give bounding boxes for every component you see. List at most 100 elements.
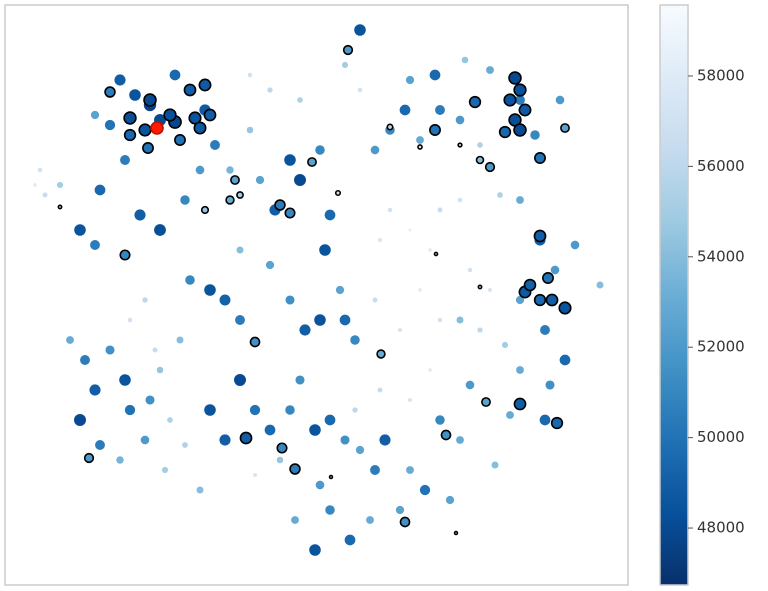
scatter-point bbox=[33, 183, 37, 187]
scatter-point bbox=[324, 414, 336, 426]
scatter-point bbox=[339, 314, 351, 326]
scatter-point bbox=[435, 105, 445, 115]
scatter-point bbox=[428, 368, 432, 372]
scatter-point bbox=[457, 197, 463, 203]
scatter-point bbox=[114, 74, 126, 86]
scatter-point bbox=[387, 207, 393, 213]
scatter-point bbox=[267, 87, 273, 93]
scatter-point bbox=[355, 445, 365, 455]
scatter-point bbox=[539, 414, 551, 426]
scatter-point bbox=[309, 544, 321, 556]
colorbar-tick-label: 56000 bbox=[697, 157, 745, 175]
scatter-point bbox=[315, 145, 325, 155]
scatter-point bbox=[294, 174, 306, 186]
scatter-point bbox=[83, 452, 95, 464]
scatter-point bbox=[545, 293, 559, 307]
scatter-point bbox=[555, 95, 565, 105]
scatter-point bbox=[508, 71, 522, 85]
scatter-point bbox=[406, 466, 414, 474]
scatter-point bbox=[163, 108, 177, 122]
scatter-point bbox=[249, 404, 261, 416]
scatter-point bbox=[198, 78, 212, 92]
scatter-point bbox=[357, 87, 363, 93]
scatter-point bbox=[116, 456, 124, 464]
scatter-point bbox=[57, 204, 63, 210]
scatter-point bbox=[174, 134, 186, 146]
scatter-point bbox=[325, 505, 335, 515]
scatter-point bbox=[204, 284, 216, 296]
scatter-point bbox=[379, 434, 391, 446]
plot-frame bbox=[4, 4, 629, 586]
scatter-point bbox=[104, 86, 116, 98]
scatter-point bbox=[183, 83, 197, 97]
scatter-point bbox=[274, 199, 286, 211]
scatter-point bbox=[334, 189, 342, 197]
scatter-point bbox=[542, 272, 554, 284]
scatter-point bbox=[204, 404, 216, 416]
scatter-point bbox=[161, 466, 169, 474]
scatter-point bbox=[335, 285, 345, 295]
colorbar-tick-label: 54000 bbox=[697, 247, 745, 265]
scatter-point bbox=[515, 95, 525, 105]
scatter-point bbox=[119, 249, 131, 261]
scatter-point bbox=[90, 240, 100, 250]
scatter-point bbox=[344, 534, 356, 546]
scatter-point bbox=[264, 424, 276, 436]
scatter-point bbox=[559, 354, 571, 366]
scatter-point bbox=[397, 327, 403, 333]
scatter-point bbox=[370, 145, 380, 155]
scatter-point bbox=[284, 207, 296, 219]
scatter-point bbox=[94, 184, 106, 196]
scatter-point bbox=[167, 417, 173, 423]
scatter-point bbox=[284, 154, 296, 166]
scatter-point bbox=[560, 123, 570, 133]
scatter-point bbox=[185, 275, 195, 285]
scatter-point bbox=[295, 375, 305, 385]
scatter-point bbox=[124, 404, 136, 416]
scatter-point bbox=[291, 516, 299, 524]
scatter-point bbox=[523, 278, 537, 292]
scatter-point bbox=[352, 407, 358, 413]
scatter-point bbox=[196, 486, 204, 494]
scatter-point bbox=[138, 123, 152, 137]
scatter-point bbox=[235, 315, 245, 325]
scatter-point bbox=[134, 209, 146, 221]
scatter-point bbox=[533, 293, 547, 307]
scatter-point bbox=[440, 429, 452, 441]
scatter-point bbox=[513, 123, 527, 137]
scatter-point bbox=[570, 240, 580, 250]
scatter-point bbox=[74, 414, 86, 426]
scatter-point bbox=[399, 104, 411, 116]
scatter-point bbox=[265, 260, 275, 270]
scatter-point bbox=[140, 435, 150, 445]
scatter-point bbox=[247, 72, 253, 78]
scatter-point bbox=[417, 144, 423, 150]
scatter-point bbox=[475, 155, 485, 165]
scatter-point bbox=[95, 440, 105, 450]
scatter-point bbox=[219, 434, 231, 446]
scatter-point bbox=[182, 442, 188, 448]
scatter-point bbox=[120, 155, 130, 165]
scatter-point bbox=[226, 166, 234, 174]
scatter-point bbox=[506, 411, 514, 419]
scatter-point bbox=[596, 281, 604, 289]
scatter-point bbox=[370, 465, 380, 475]
scatter-point bbox=[328, 474, 334, 480]
scatter-point bbox=[340, 435, 350, 445]
scatter-point bbox=[407, 397, 413, 403]
scatter-point bbox=[193, 121, 207, 135]
scatter-point bbox=[230, 175, 240, 185]
scatter-point bbox=[342, 44, 354, 56]
scatter-point bbox=[219, 294, 231, 306]
scatter-point bbox=[285, 295, 295, 305]
scatter-point bbox=[477, 284, 483, 290]
scatter-point bbox=[456, 436, 464, 444]
scatter-point bbox=[236, 191, 244, 199]
scatter-point bbox=[405, 75, 415, 85]
scatter-point bbox=[104, 119, 116, 131]
scatter-point bbox=[498, 125, 512, 139]
scatter-point bbox=[127, 317, 133, 323]
points bbox=[33, 24, 604, 556]
scatter-point bbox=[530, 130, 540, 140]
